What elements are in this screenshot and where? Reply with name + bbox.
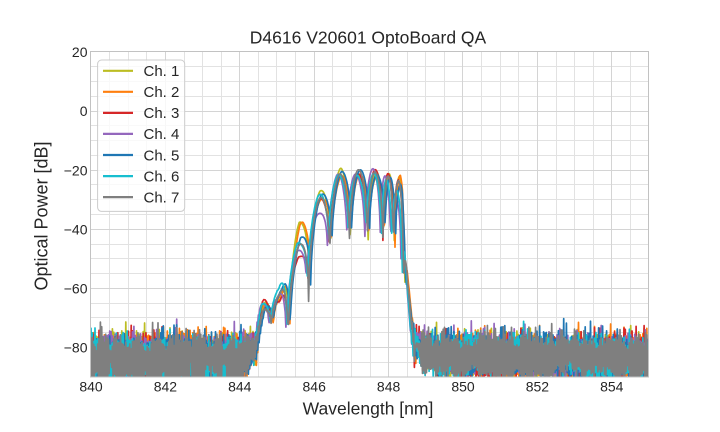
- svg-text:852: 852: [526, 379, 550, 395]
- svg-text:842: 842: [154, 379, 178, 395]
- svg-text:Wavelength [nm]: Wavelength [nm]: [303, 399, 434, 419]
- svg-text:848: 848: [377, 379, 401, 395]
- svg-text:−80: −80: [64, 340, 88, 356]
- svg-text:850: 850: [451, 379, 475, 395]
- svg-text:D4616 V20601 OptoBoard QA: D4616 V20601 OptoBoard QA: [250, 28, 487, 48]
- svg-text:−60: −60: [64, 281, 88, 297]
- svg-text:Ch. 4: Ch. 4: [144, 126, 180, 143]
- svg-text:0: 0: [80, 103, 88, 119]
- svg-text:Ch. 2: Ch. 2: [144, 84, 180, 101]
- svg-text:Ch. 3: Ch. 3: [144, 105, 180, 122]
- svg-text:Optical Power [dB]: Optical Power [dB]: [32, 141, 52, 290]
- svg-text:−20: −20: [64, 162, 88, 178]
- svg-text:Ch. 1: Ch. 1: [144, 63, 180, 80]
- svg-text:Ch. 6: Ch. 6: [144, 168, 180, 185]
- svg-text:20: 20: [72, 44, 88, 60]
- svg-text:844: 844: [228, 379, 252, 395]
- svg-text:Ch. 7: Ch. 7: [144, 189, 180, 206]
- svg-text:846: 846: [303, 379, 327, 395]
- svg-text:Ch. 5: Ch. 5: [144, 147, 180, 164]
- svg-text:−40: −40: [64, 221, 88, 237]
- svg-text:840: 840: [79, 379, 103, 395]
- svg-text:854: 854: [600, 379, 624, 395]
